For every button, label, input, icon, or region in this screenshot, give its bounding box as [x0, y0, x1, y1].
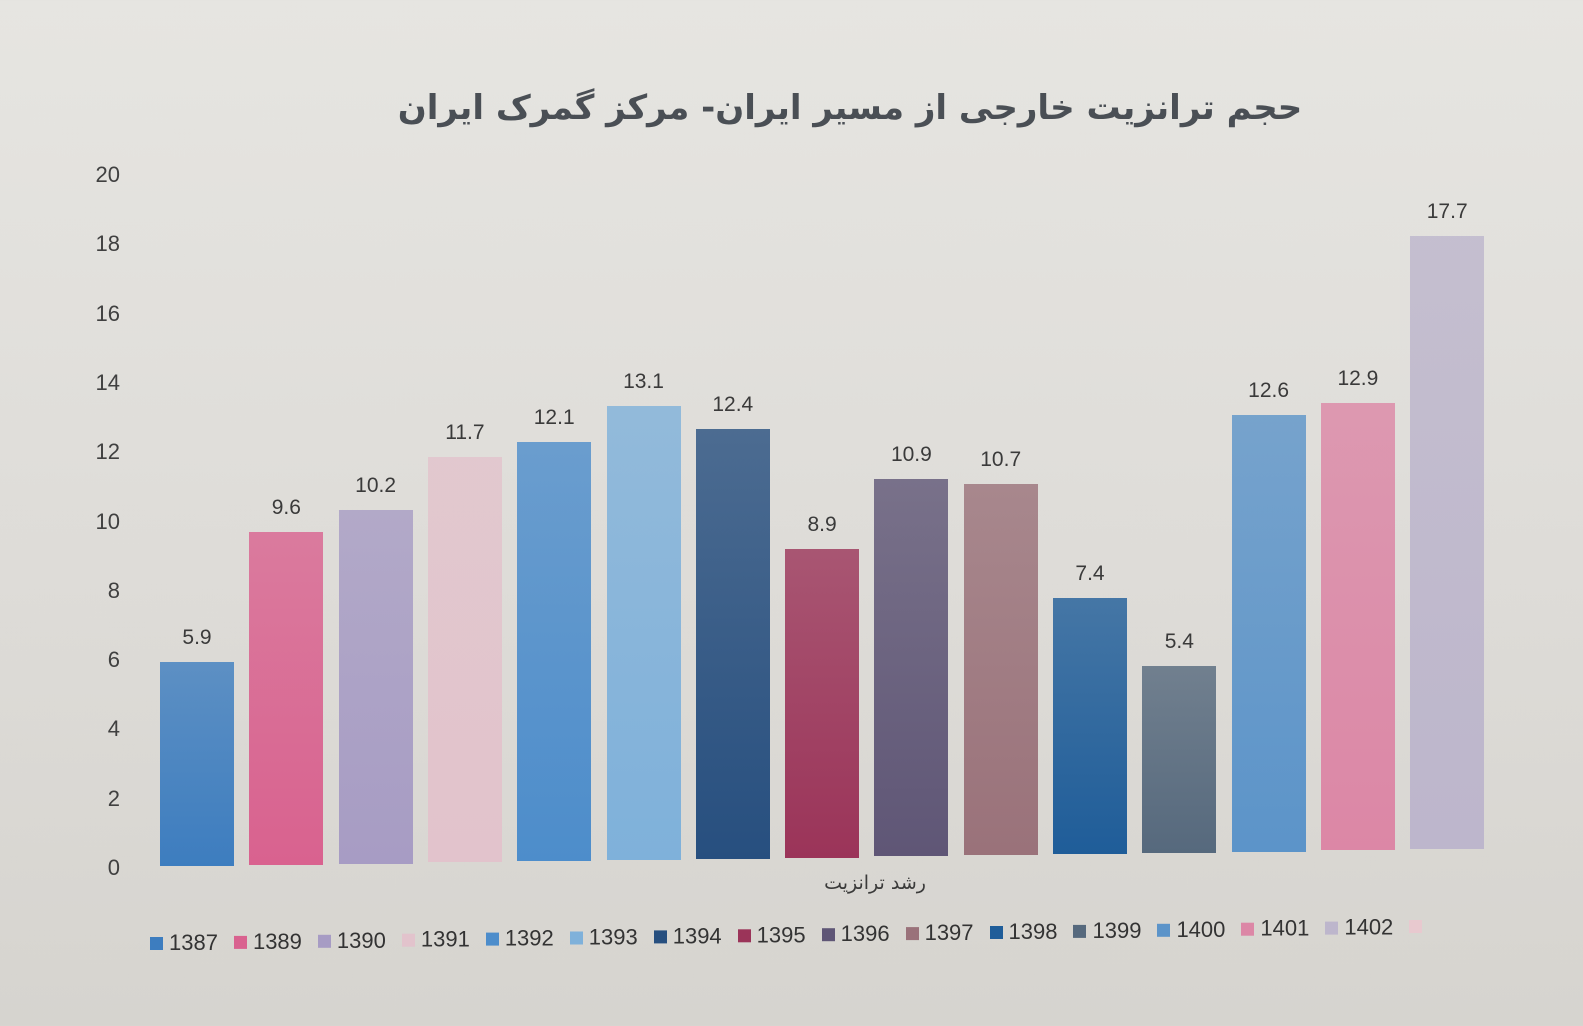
- legend-item-1402: 1402: [1325, 915, 1393, 941]
- bar-1401: [1320, 403, 1395, 851]
- bar-value-label: 9.6: [271, 496, 301, 520]
- legend-swatch-icon: [1325, 921, 1339, 935]
- legend-swatch-icon: [1157, 923, 1171, 937]
- bar-1394: [695, 429, 770, 859]
- bar-value-label: 13.1: [623, 370, 664, 394]
- legend-label: 1394: [672, 923, 722, 949]
- y-tick-label: 16: [95, 300, 120, 326]
- legend-item-1401: 1401: [1241, 916, 1309, 942]
- legend-item-1392: 1392: [485, 925, 554, 952]
- bar-value-label: 10.7: [980, 448, 1022, 472]
- bar-1387: [160, 661, 234, 866]
- bar-1397: [963, 484, 1038, 856]
- y-tick-label: 12: [95, 439, 120, 465]
- y-axis: 0 2 4 6 8 10 12 14 16 18 20: [60, 0, 130, 1026]
- legend-label: 1393: [588, 924, 638, 950]
- legend-swatch-icon: [737, 928, 751, 942]
- bar-value-label: 11.7: [445, 420, 485, 444]
- legend-swatch-icon: [989, 925, 1003, 939]
- y-tick-label: 6: [107, 647, 120, 673]
- bar-value-label: 12.6: [1248, 379, 1290, 402]
- legend-swatch-icon: [317, 934, 331, 948]
- legend-label: 1389: [252, 928, 302, 954]
- bar-value-label: 12.4: [712, 393, 754, 417]
- bar-1391: [427, 456, 502, 863]
- bar-value-label: 7.4: [1075, 561, 1105, 585]
- legend-label: 1398: [1008, 919, 1058, 944]
- legend-swatch-icon: [485, 932, 499, 946]
- legend-item-1394: 1394: [653, 923, 722, 949]
- y-tick-label: 18: [95, 231, 120, 257]
- legend-label: 1390: [336, 927, 386, 953]
- y-tick-label: 4: [107, 716, 120, 742]
- legend-item-1397: 1397: [905, 920, 974, 946]
- legend-item-1389: 1389: [233, 928, 302, 955]
- bar-1399: [1142, 665, 1217, 853]
- legend-item-1399: 1399: [1073, 918, 1141, 944]
- bar-1395: [785, 549, 860, 858]
- legend-label: 1399: [1092, 917, 1142, 943]
- y-tick-label: 8: [107, 577, 120, 603]
- bar-1398: [1053, 597, 1127, 854]
- bar-1392: [517, 441, 592, 862]
- legend-label: 1391: [420, 926, 470, 952]
- y-tick-label: 20: [95, 162, 120, 187]
- legend-item-1396: 1396: [821, 921, 890, 947]
- legend-label: 1387: [169, 930, 218, 955]
- legend-label: 1396: [840, 921, 890, 947]
- legend-label: 1392: [504, 925, 554, 951]
- legend-swatch-icon: [569, 931, 583, 944]
- legend-item-1390: 1390: [317, 927, 386, 954]
- legend-label: 1402: [1344, 914, 1394, 940]
- legend-swatch-icon: [150, 936, 163, 950]
- bar-value-label: 10.2: [355, 474, 397, 498]
- x-axis-label: رشد ترانزیت: [824, 872, 926, 894]
- legend-label: 1397: [924, 920, 974, 946]
- bar-1402: [1410, 235, 1485, 850]
- bar-1393: [606, 406, 681, 860]
- legend-swatch-icon: [1241, 922, 1255, 936]
- bar-value-label: 10.9: [890, 442, 932, 466]
- legend-swatch-icon: [905, 926, 919, 940]
- legend-label: 1401: [1260, 915, 1310, 941]
- chart-title: حجم ترانزیت خارجی از مسیر ایران- مرکز گم…: [397, 88, 1303, 128]
- y-tick-label: 14: [95, 369, 120, 395]
- legend-swatch-icon: [401, 933, 415, 947]
- legend-item-1387: 1387: [150, 930, 218, 956]
- legend-item-1391: 1391: [401, 926, 470, 953]
- bar-value-label: 12.1: [533, 405, 575, 429]
- y-tick-label: 2: [107, 785, 120, 811]
- y-tick-label: 0: [107, 855, 120, 880]
- legend-item-1398: 1398: [989, 919, 1058, 945]
- legend-swatch-icon: [233, 935, 247, 949]
- bar-value-label: 17.7: [1426, 199, 1468, 223]
- plot-area: 5.9 9.6 10.2 11.7 12.1 13.1 12.4 8.9 10.9 10.7 7.4…: [150, 0, 1510, 880]
- bar-1400: [1231, 415, 1306, 852]
- legend-swatch-icon: [821, 927, 835, 941]
- bar-value-label: 8.9: [807, 513, 837, 537]
- bar-1390: [338, 510, 413, 864]
- legend-swatch-icon: [1073, 924, 1087, 938]
- bar-1389: [249, 532, 324, 865]
- legend: 1387 1389 1390 1391 1392 1393 1394 1395 1396 1397…: [150, 915, 1570, 956]
- legend-label: 1395: [756, 922, 806, 948]
- bar-value-label: 5.4: [1164, 629, 1194, 653]
- y-tick-label: 10: [95, 508, 120, 534]
- bar-1396: [874, 478, 949, 857]
- legend-label: 1400: [1176, 916, 1226, 942]
- legend-item-1393: 1393: [569, 924, 638, 951]
- legend-item-1395: 1395: [737, 922, 806, 948]
- legend-item-1400: 1400: [1157, 917, 1225, 943]
- bar-value-label: 5.9: [182, 625, 212, 649]
- legend-extra-swatch-icon: [1409, 919, 1423, 933]
- bar-value-label: 12.9: [1337, 367, 1379, 391]
- legend-swatch-icon: [653, 929, 667, 943]
